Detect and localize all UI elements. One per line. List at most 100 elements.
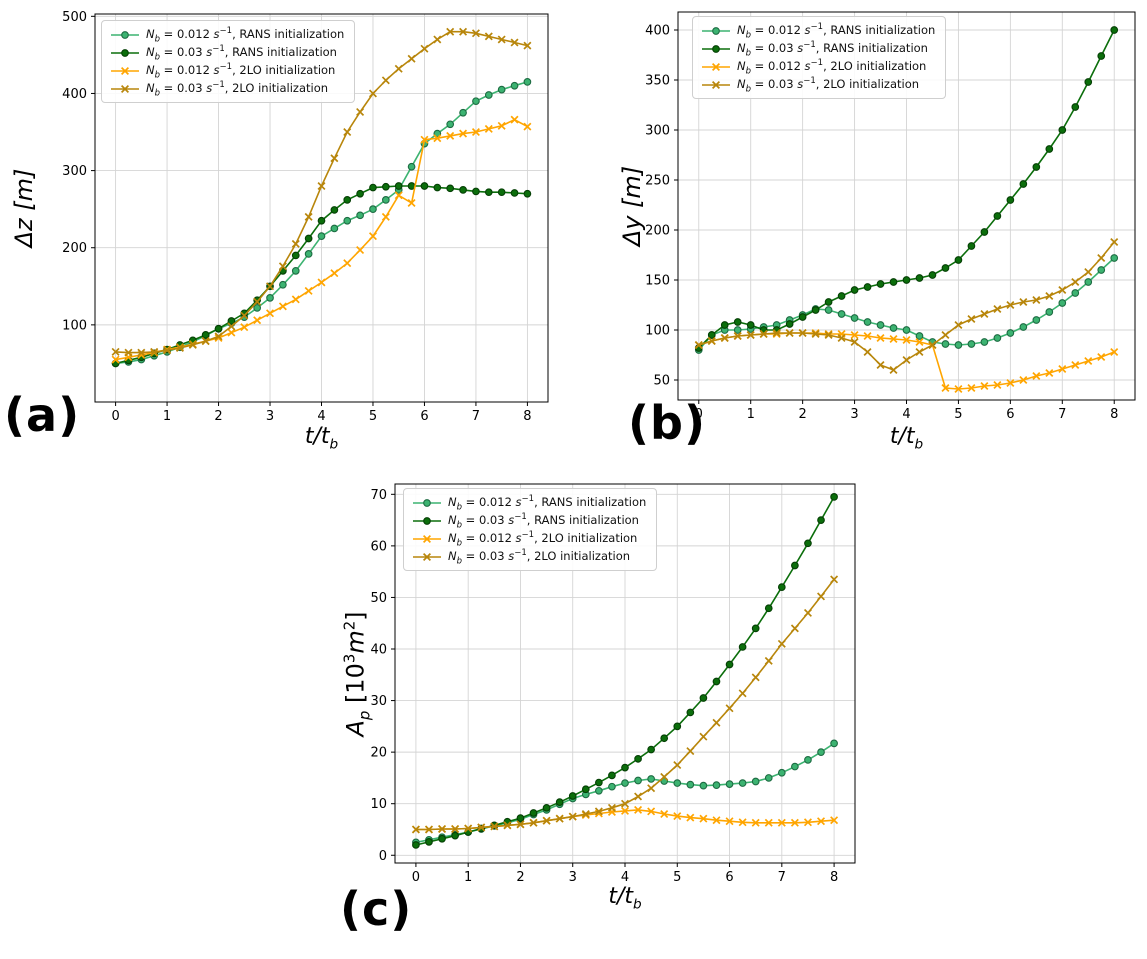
label-segment: , 2LO initialization [815,77,920,91]
label-segment: , RANS initialization [823,23,936,37]
legend-marker-nb-0012-rans-icon [111,30,139,39]
label-segment: = 0.03 [160,81,207,95]
svg-text:7: 7 [778,870,786,885]
label-segment: = 0.03 [462,549,509,563]
label-segment: N [146,45,155,59]
svg-text:10: 10 [370,797,387,812]
y-axis-label-a: Δz [m] [10,169,38,248]
label-segment: −1 [803,76,816,87]
label-segment: t/t [608,884,634,909]
y-axis: 0 10 20 30 40 50 60 70 [370,488,395,864]
svg-text:2: 2 [516,870,524,885]
legend-label: Nb = 0.012 s−1, 2LO initialization [737,59,926,76]
legend-marker-nb-003-2lo-icon [702,80,730,89]
label-segment: −1 [212,80,225,91]
label-segment: = 0.012 [462,531,516,545]
legend-item-nb-0012-2lo: Nb = 0.012 s−1, 2LO initialization [412,530,646,548]
label-segment: s [508,549,515,563]
label-segment: ] [341,610,370,621]
label-segment: , 2LO initialization [232,63,336,77]
label-segment: N [146,63,155,77]
svg-text:400: 400 [62,87,87,102]
label-segment: t/t [304,424,330,449]
y-axis: 50 100 150 200 250 300 350 400 [645,24,678,389]
legend-marker-nb-003-rans-icon [702,44,730,53]
legend-item-nb-0012-rans: Nb = 0.012 s−1, RANS initialization [110,26,345,45]
legend-item-nb-003-2lo: Nb = 0.03 s−1, 2LO initialization [110,80,344,98]
x-axis: 0 1 2 3 4 5 6 7 8 [111,402,532,424]
svg-text:8: 8 [1110,407,1118,422]
legend-item-nb-003-2lo: Nb = 0.03 s−1, 2LO initialization [701,76,935,94]
svg-text:50: 50 [653,374,670,389]
legend-marker-nb-0012-2lo-icon [702,62,730,71]
svg-text:20: 20 [370,746,387,761]
series-markers-nb-003-2lo [694,237,1119,375]
legend-item-nb-0012-rans: Nb = 0.012 s−1, RANS initialization [701,23,936,40]
label-segment: , RANS initialization [232,27,345,41]
series-markers-nb-003-rans [694,26,1119,352]
label-segment: b [329,436,339,453]
label-segment: b [154,34,161,45]
label-segment: s [797,41,804,55]
legend-item-nb-003-rans: Nb = 0.03 s−1, RANS initialization [110,45,344,63]
label-segment: s [804,59,811,73]
svg-text:200: 200 [645,224,670,239]
label-segment: 2 [340,620,359,630]
svg-text:2: 2 [214,409,222,424]
x-axis: 0 1 2 3 4 5 6 7 8 [695,400,1118,422]
legend-marker-nb-003-rans-icon [413,516,441,525]
label-segment: b [633,896,642,913]
label-segment: −1 [521,530,535,541]
svg-text:350: 350 [645,74,670,89]
legend: Nb = 0.012 s−1, RANS initialization Nb = … [692,16,947,99]
svg-text:6: 6 [725,870,733,885]
legend-label: Nb = 0.012 s−1, 2LO initialization [448,530,637,548]
label-segment: N [448,513,457,527]
label-segment: 3 [340,653,359,663]
label-segment: −1 [219,26,233,37]
legend-label: Nb = 0.03 s−1, 2LO initialization [737,76,920,94]
label-segment: b [154,52,161,63]
svg-text:70: 70 [370,488,387,503]
svg-text:2: 2 [798,407,806,422]
y-axis: 100 200 300 400 500 [62,10,95,333]
svg-text:3: 3 [569,870,577,885]
label-segment: s [515,531,522,545]
legend-label: Nb = 0.03 s−1, RANS initialization [146,45,337,63]
legend-item-nb-0012-2lo: Nb = 0.012 s−1, 2LO initialization [110,62,344,81]
label-segment: s [206,81,213,95]
legend-label: Nb = 0.03 s−1, RANS initialization [448,513,639,530]
label-segment: b [154,70,161,81]
label-segment: = 0.012 [160,63,214,77]
label-segment: b [456,502,463,513]
svg-text:3: 3 [850,407,858,422]
legend-marker-nb-0012-rans-icon [702,26,730,35]
svg-text:4: 4 [317,409,325,424]
series-markers-nb-003-2lo [111,27,532,357]
svg-text:0: 0 [111,409,119,424]
label-segment: = 0.03 [751,77,798,91]
label-segment: = 0.012 [462,495,516,509]
legend-label: Nb = 0.03 s−1, 2LO initialization [448,549,631,566]
label-segment: = 0.012 [751,23,805,37]
label-segment: b [745,48,752,59]
svg-text:5: 5 [954,407,962,422]
legend-item-nb-0012-2lo: Nb = 0.012 s−1, 2LO initialization [701,59,935,76]
legend: Nb = 0.012 s−1, RANS initialization Nb = … [403,488,658,571]
svg-text:1: 1 [464,870,472,885]
label-segment: −1 [521,494,535,505]
label-segment: s [213,63,220,77]
label-segment: −1 [219,62,233,73]
label-segment: N [146,27,155,41]
label-segment: , 2LO initialization [526,549,631,563]
x-axis-label-c: t/tb [608,884,641,912]
svg-text:4: 4 [902,407,910,422]
label-segment: N [448,495,457,509]
svg-text:1: 1 [747,407,755,422]
panel-b-chart: 0 1 2 3 4 5 6 7 8 50 100 150 200 250 300 350 400 Nb = 0.0… [578,0,1147,462]
label-segment: N [737,23,746,37]
panel-label-c: (c) [340,882,413,936]
label-segment: N [737,77,746,91]
legend-label: Nb = 0.012 s−1, 2LO initialization [146,62,336,81]
